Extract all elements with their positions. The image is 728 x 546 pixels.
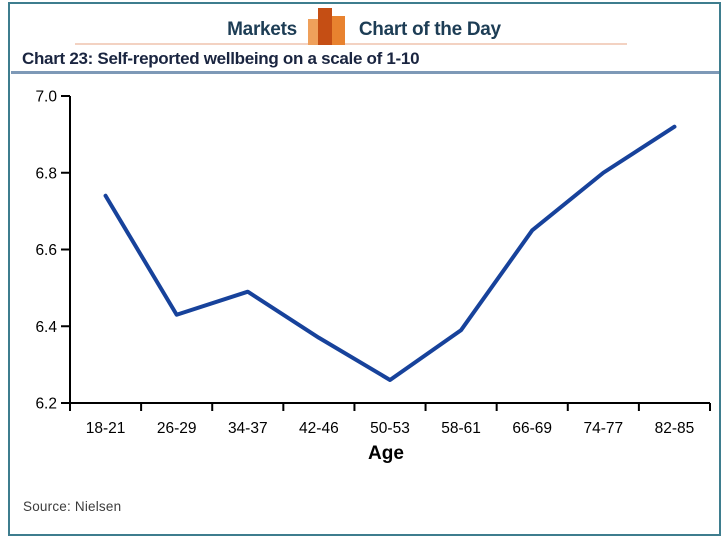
x-axis-tick-label: 18-21 xyxy=(86,420,126,437)
icon-bar-right xyxy=(329,16,345,45)
x-axis-tick-label: 66-69 xyxy=(512,420,552,437)
masthead-markets-label: Markets xyxy=(227,19,297,40)
y-axis-tick-label: 6.2 xyxy=(35,396,57,413)
masthead-accent-line xyxy=(75,43,627,45)
wellbeing-data-line xyxy=(103,124,677,382)
icon-bar-middle xyxy=(317,8,332,45)
y-axis-tick-label: 7.0 xyxy=(35,89,57,106)
y-axis-tick-label: 6.6 xyxy=(35,242,57,259)
bar-chart-icon xyxy=(307,8,348,45)
source-text: Source: Nielsen xyxy=(23,499,122,514)
x-axis-tick-label: 82-85 xyxy=(655,420,695,437)
y-axis-tick-label: 6.8 xyxy=(35,165,57,182)
title-underline xyxy=(11,71,719,74)
x-axis-tick-label: 50-53 xyxy=(370,420,410,437)
axes-line xyxy=(69,96,710,404)
x-axis-tick-label: 74-77 xyxy=(584,420,624,437)
chart-title: Chart 23: Self-reported wellbeing on a s… xyxy=(22,49,420,68)
y-axis-tick-label: 6.4 xyxy=(35,319,57,336)
x-axis-title: Age xyxy=(368,443,404,464)
x-axis-tick-label: 34-37 xyxy=(228,420,268,437)
page-frame xyxy=(8,2,721,536)
x-axis-tick-label: 58-61 xyxy=(441,420,481,437)
x-axis-tick-label: 42-46 xyxy=(299,420,339,437)
x-axis-tick-label: 26-29 xyxy=(157,420,197,437)
masthead-chart-of-the-day-label: Chart of the Day xyxy=(358,19,501,40)
masthead: Markets Chart of the Day xyxy=(0,8,728,45)
